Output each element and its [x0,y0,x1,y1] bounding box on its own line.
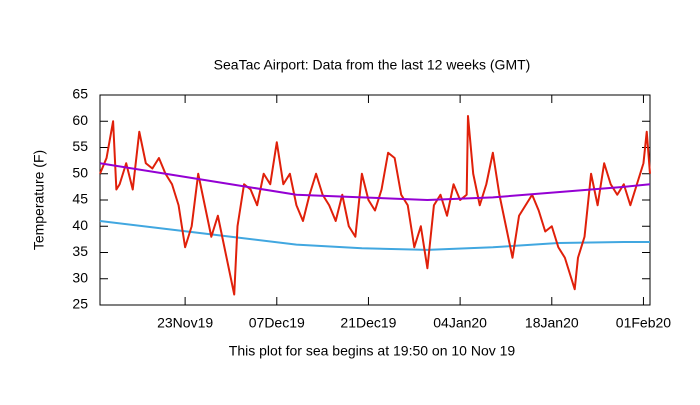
y-tick-label: 65 [72,86,88,102]
y-tick-label: 45 [72,191,88,207]
x-tick-label: 07Dec19 [249,315,305,331]
y-tick-label: 50 [72,164,88,180]
y-axis-label: Temperature (F) [31,150,47,250]
x-tick-label: 18Jan20 [525,315,579,331]
y-tick-label: 55 [72,138,88,154]
x-tick-label: 21Dec19 [340,315,396,331]
x-axis-label: This plot for sea begins at 19:50 on 10 … [229,343,516,359]
x-tick-label: 23Nov19 [157,315,213,331]
y-tick-label: 30 [72,269,88,285]
y-tick-label: 40 [72,217,88,233]
chart-title: SeaTac Airport: Data from the last 12 we… [214,57,531,73]
y-tick-label: 25 [72,296,88,312]
series-line [99,115,651,296]
series-line [99,162,651,201]
x-tick-label: 01Feb20 [616,315,671,331]
x-tick-label: 04Jan20 [433,315,487,331]
y-tick-label: 60 [72,112,88,128]
series-line [99,220,650,251]
y-tick-label: 35 [72,243,88,259]
